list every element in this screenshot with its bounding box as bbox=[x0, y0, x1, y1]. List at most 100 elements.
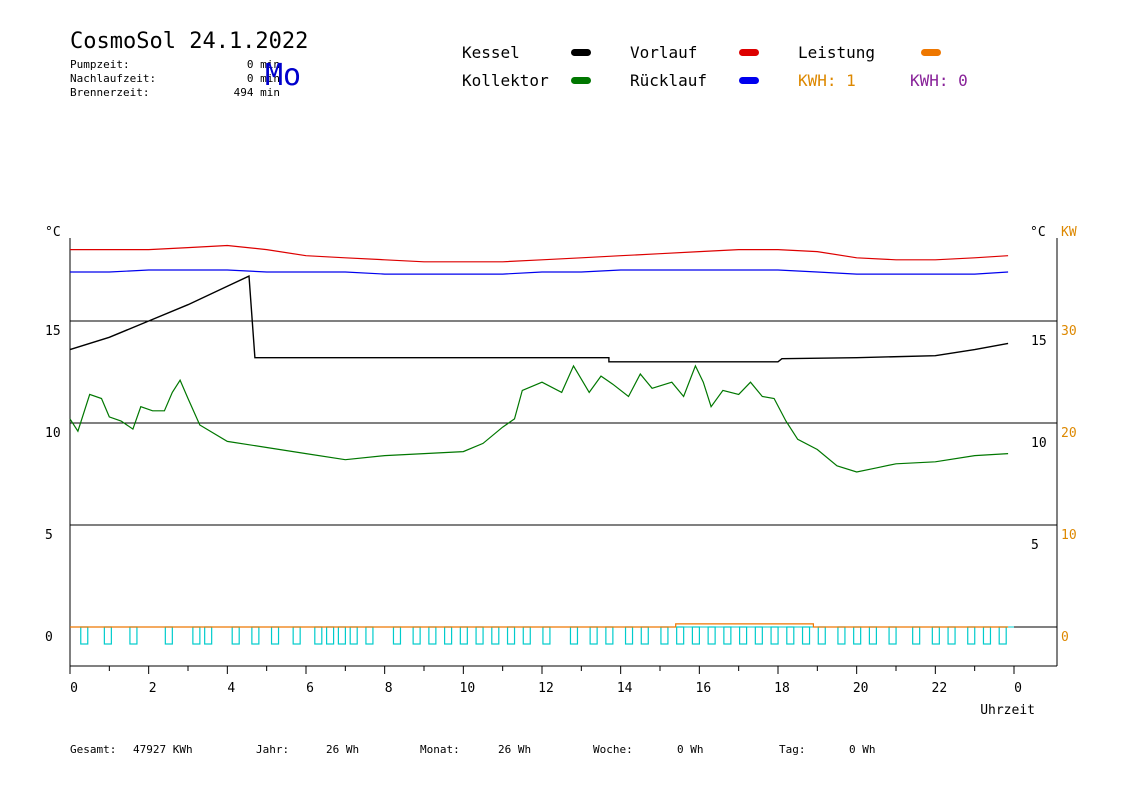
series-line-leistung bbox=[70, 623, 1009, 628]
pump-pulse bbox=[444, 626, 453, 645]
x-tick-label: 4 bbox=[227, 681, 235, 696]
x-tick-label: 10 bbox=[460, 681, 476, 696]
x-tick-label: 2 bbox=[149, 681, 157, 696]
pump-pulse bbox=[475, 626, 484, 645]
legend-vorlauf-swatch bbox=[739, 49, 759, 56]
pump-pulse bbox=[542, 626, 551, 645]
x-tick-label: 8 bbox=[385, 681, 393, 696]
pump-pulse bbox=[801, 626, 811, 645]
footer-tag-value: 0 Wh bbox=[849, 743, 876, 756]
y-unit-right-inner: °C bbox=[1030, 225, 1046, 240]
legend-kollektor: Kollektor bbox=[462, 71, 549, 90]
pump-pulse bbox=[204, 626, 213, 645]
x-tick-label: 16 bbox=[696, 681, 712, 696]
x-tick-label: 0 bbox=[1014, 681, 1022, 696]
footer-woche-label: Woche: bbox=[593, 743, 633, 756]
pump-pulse bbox=[231, 626, 240, 645]
pump-pulse bbox=[326, 626, 335, 645]
pump-pulse bbox=[605, 626, 614, 645]
series-line-vorlauf bbox=[70, 244, 1009, 263]
legend-kessel-swatch bbox=[571, 49, 591, 56]
pump-pulse bbox=[365, 626, 374, 645]
y-unit-left: °C bbox=[45, 225, 61, 240]
footer-gesamt-label: Gesamt: bbox=[70, 743, 117, 756]
x-tick-label: 18 bbox=[774, 681, 790, 696]
x-tick-label: 12 bbox=[538, 681, 554, 696]
x-tick-label: 6 bbox=[306, 681, 314, 696]
pump-pulse bbox=[349, 626, 358, 645]
pump-pulse bbox=[428, 626, 437, 645]
brenner-time: Brennerzeit: 494 min bbox=[70, 86, 280, 99]
legend-vorlauf: Vorlauf bbox=[630, 43, 698, 62]
x-axis-label: Uhrzeit bbox=[980, 703, 1035, 718]
pump-pulse bbox=[707, 626, 716, 645]
pump-pulse bbox=[103, 626, 112, 645]
legend-kwh-2: KWH: 0 bbox=[910, 71, 968, 90]
footer-jahr-value: 26 Wh bbox=[326, 743, 360, 756]
pump-pulse bbox=[912, 626, 921, 645]
footer-monat-value: 26 Wh bbox=[498, 743, 532, 756]
pump-pulse bbox=[251, 626, 260, 645]
x-tick-label: 14 bbox=[617, 681, 633, 696]
pump-pulse bbox=[738, 626, 748, 645]
nachlauf-time: Nachlaufzeit: 0 min bbox=[70, 72, 280, 85]
pump-pulse bbox=[164, 626, 173, 645]
page-title: CosmoSol 24.1.2022 bbox=[70, 29, 309, 54]
y-tick-right-outer: 0 bbox=[1061, 630, 1069, 645]
y-unit-right-outer: KW bbox=[1061, 225, 1077, 240]
pump-time-value: 0 min bbox=[246, 58, 280, 71]
y-tick-right-inner: 5 bbox=[1031, 538, 1039, 553]
pump-pulse bbox=[392, 626, 402, 645]
x-tick-label: 22 bbox=[932, 681, 948, 696]
legend-ruecklauf-swatch bbox=[739, 77, 759, 84]
brenner-time-label: Brennerzeit: bbox=[70, 86, 150, 99]
pump-time-label: Pumpzeit: bbox=[70, 58, 130, 71]
pump-time: Pumpzeit: 0 min bbox=[70, 58, 280, 71]
brenner-time-value: 494 min bbox=[233, 86, 280, 99]
pump-pulse bbox=[931, 626, 940, 645]
pump-pulse bbox=[292, 626, 301, 645]
pump-pulse bbox=[998, 626, 1007, 645]
pump-pulse bbox=[982, 626, 992, 645]
y-tick-right-outer: 30 bbox=[1061, 324, 1077, 339]
pump-pulse bbox=[853, 626, 862, 645]
y-tick-right-inner: 10 bbox=[1031, 436, 1047, 451]
y-tick-left: 0 bbox=[45, 630, 53, 645]
pump-pulse bbox=[314, 626, 323, 645]
pump-pulse bbox=[723, 626, 732, 645]
pump-pulse bbox=[129, 626, 138, 645]
pump-pulse bbox=[786, 626, 795, 645]
y-tick-right-outer: 10 bbox=[1061, 528, 1077, 543]
pump-pulse bbox=[754, 626, 763, 645]
x-tick-label: 0 bbox=[70, 681, 78, 696]
pump-pulse bbox=[80, 626, 89, 645]
footer-woche-value: 0 Wh bbox=[677, 743, 704, 756]
legend-leistung-swatch bbox=[921, 49, 941, 56]
pump-pulse bbox=[947, 626, 956, 645]
pump-pulse bbox=[676, 626, 685, 645]
series-line-ruecklauf bbox=[70, 269, 1009, 275]
legend-kwh-1: KWH: 1 bbox=[798, 71, 856, 90]
footer-monat-label: Monat: bbox=[420, 743, 460, 756]
y-tick-right-inner: 15 bbox=[1031, 334, 1047, 349]
pump-activity-series bbox=[70, 626, 1014, 645]
pump-pulse bbox=[569, 626, 579, 645]
pump-pulse bbox=[624, 626, 634, 645]
series-line-kollektor bbox=[69, 364, 1009, 473]
pump-pulse bbox=[337, 626, 346, 645]
pump-pulse bbox=[506, 626, 516, 645]
chart-tick-labels: °C °C KW 15 10 5 0 15 10 5 30 20 10 0 0 2 4 6 8 10 12 14 16 18 2… bbox=[45, 225, 1077, 718]
x-tick-label: 20 bbox=[853, 681, 869, 696]
pump-pulse bbox=[270, 626, 280, 645]
series-line-kessel bbox=[69, 275, 1009, 363]
pump-pulse bbox=[640, 626, 649, 645]
y-tick-left: 10 bbox=[45, 426, 61, 441]
pump-pulse bbox=[491, 626, 500, 645]
nachlauf-time-value: 0 min bbox=[246, 72, 280, 85]
pump-pulse bbox=[522, 626, 531, 645]
pump-pulse bbox=[770, 626, 779, 645]
pump-pulse bbox=[459, 626, 468, 645]
pump-pulse bbox=[817, 626, 826, 645]
pump-pulse bbox=[967, 626, 976, 645]
